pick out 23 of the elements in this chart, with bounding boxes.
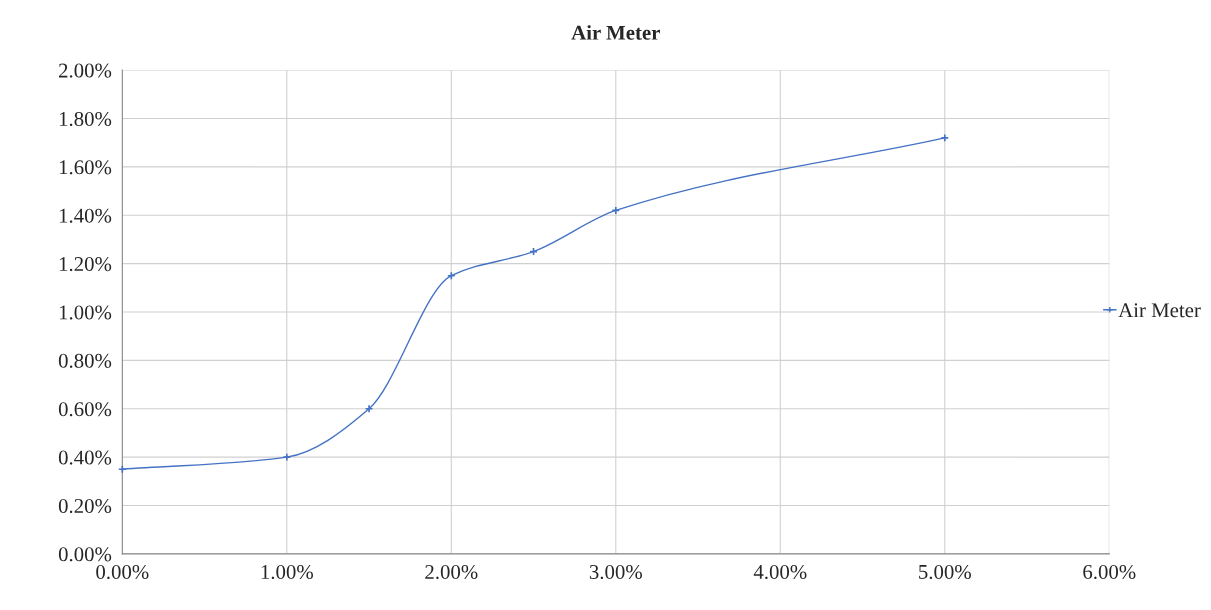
point [446, 271, 456, 281]
x-tick-label: 5.00% [919, 564, 971, 580]
x-tick-label: 1.00% [261, 564, 313, 580]
chart-title: Air Meter [571, 25, 660, 40]
y-tick-label: 0.80% [58, 353, 112, 368]
y-tick-label: 0.60% [58, 402, 112, 417]
y-tick-label: 1.00% [59, 305, 112, 320]
legend-label: Air Meter [1118, 303, 1201, 318]
x-tick-label: 6.00% [1083, 564, 1136, 580]
y-tick-label: 1.60% [59, 160, 112, 175]
x-tick-label: 0.00% [96, 564, 149, 580]
y-tick-label: 0.40% [58, 450, 112, 465]
y-tick-label: 2.00% [59, 63, 112, 78]
y-tick-label: 1.40% [59, 208, 112, 223]
y-tick-label: 1.20% [59, 257, 112, 272]
x-tick-label: 3.00% [589, 564, 642, 580]
point [364, 404, 374, 414]
x-tick-label: 4.00% [753, 564, 807, 580]
y-tick-label: 0.20% [58, 498, 112, 514]
x-tick-label: 2.00% [425, 564, 478, 580]
point [282, 452, 292, 462]
y-tick-label: 1.80% [59, 111, 112, 127]
y-tick-label: 0.00% [58, 547, 112, 562]
